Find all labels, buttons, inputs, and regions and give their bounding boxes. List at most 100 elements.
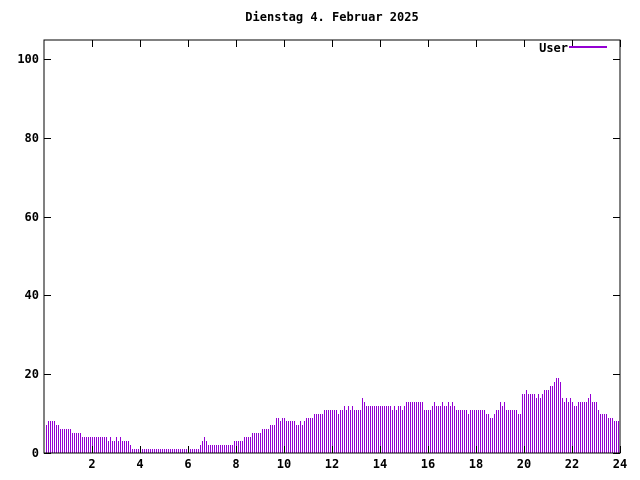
bar [262,429,263,453]
bar [494,414,495,453]
bar [616,421,617,453]
bar [598,410,599,453]
bar [442,402,443,453]
bar [240,441,241,453]
bar [196,449,197,453]
bar [578,402,579,453]
bar [296,425,297,453]
bar [320,414,321,453]
bar [430,410,431,453]
bar [514,410,515,453]
bar [610,418,611,453]
bar [268,429,269,453]
bar [518,414,519,453]
bar [324,410,325,453]
x-tick-label: 4 [136,457,143,471]
bar [170,449,171,453]
bar [322,414,323,453]
bar [386,406,387,453]
bar [238,441,239,453]
bar [318,414,319,453]
bar [204,437,205,453]
bar [366,406,367,453]
bar [280,421,281,453]
bar [198,449,199,453]
bar [154,449,155,453]
bar [410,402,411,453]
bar [402,410,403,453]
bar [540,398,541,453]
bar [534,394,535,453]
bar [354,410,355,453]
bar [328,410,329,453]
x-tick-label: 20 [517,457,531,471]
x-tick-label: 6 [184,457,191,471]
bar [356,410,357,453]
bar [334,410,335,453]
bar [226,445,227,453]
bar [192,449,193,453]
bar [306,418,307,453]
bar [50,421,51,453]
bar [302,425,303,453]
bar [392,410,393,453]
bar [608,418,609,453]
bar [86,437,87,453]
bar [348,406,349,453]
bar [294,421,295,453]
y-tick-label: 20 [25,367,39,381]
bar [560,382,561,453]
bar [106,437,107,453]
bar [94,437,95,453]
bar [428,410,429,453]
x-tick-label: 10 [277,457,291,471]
bar [566,398,567,453]
bar [64,429,65,453]
bar [554,382,555,453]
y-tick-label: 100 [17,52,39,66]
bar [166,449,167,453]
bar [516,410,517,453]
bar [520,414,521,453]
bar [444,406,445,453]
bar [380,406,381,453]
y-tick-label: 0 [32,446,39,460]
bar [336,410,337,453]
bar [108,441,109,453]
bar [178,449,179,453]
bar [384,406,385,453]
bar [548,390,549,453]
bar [378,406,379,453]
bar [84,437,85,453]
bar [300,421,301,453]
bar [292,421,293,453]
bar [48,421,49,453]
bar [400,406,401,453]
bar [104,437,105,453]
bar [352,406,353,453]
bar [98,437,99,453]
bar [182,449,183,453]
bar [62,429,63,453]
bar [284,418,285,453]
bar [460,410,461,453]
bar [252,433,253,453]
bar [186,449,187,453]
bar [582,402,583,453]
bar [314,414,315,453]
bar [468,414,469,453]
bar [332,410,333,453]
bar [576,406,577,453]
bar [564,402,565,453]
bar [472,410,473,453]
x-tick-label: 14 [373,457,387,471]
bar [480,410,481,453]
bar [290,421,291,453]
bar [432,406,433,453]
bar [388,406,389,453]
bar [72,433,73,453]
bar [346,410,347,453]
bar [416,402,417,453]
bar [418,402,419,453]
bar [396,410,397,453]
